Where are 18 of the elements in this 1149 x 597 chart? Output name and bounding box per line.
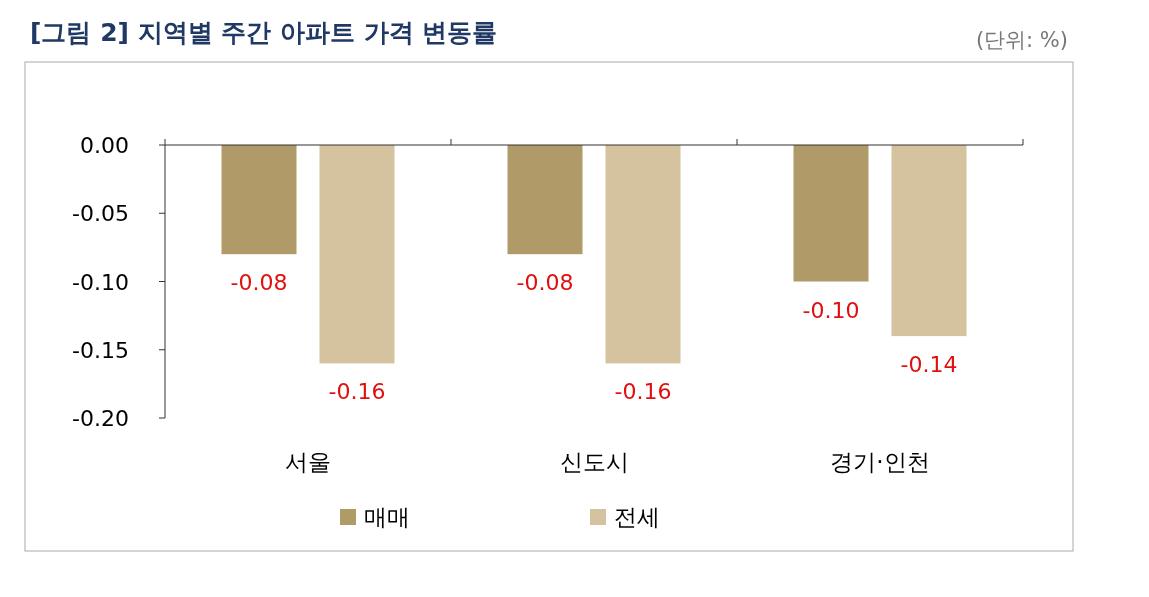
- y-tick-label: 0.00: [80, 133, 129, 158]
- text: (단위: %): [975, 28, 1068, 52]
- data-label: -0.14: [900, 352, 958, 378]
- data-label: -0.16: [614, 379, 672, 405]
- legend-label: 전세: [614, 504, 660, 530]
- data-label: -0.10: [802, 297, 860, 323]
- x-tick-label: 서울: [285, 449, 331, 475]
- y-tick-label: -0.20: [72, 406, 129, 431]
- y-tick-label: -0.15: [72, 337, 129, 363]
- chart-title: [그림 2] 지역별 주간 아파트 가격 변동률: [30, 18, 498, 47]
- y-tick-label: -0.05: [72, 201, 129, 227]
- x-tick-label: 신도시: [559, 449, 629, 475]
- data-label: -0.16: [328, 379, 386, 405]
- data-label: -0.08: [516, 270, 574, 296]
- legend-label: 매매: [364, 504, 410, 530]
- y-tick-label: -0.10: [72, 269, 129, 295]
- data-label: -0.08: [230, 270, 288, 296]
- x-tick-label: 경기·인천: [830, 449, 930, 475]
